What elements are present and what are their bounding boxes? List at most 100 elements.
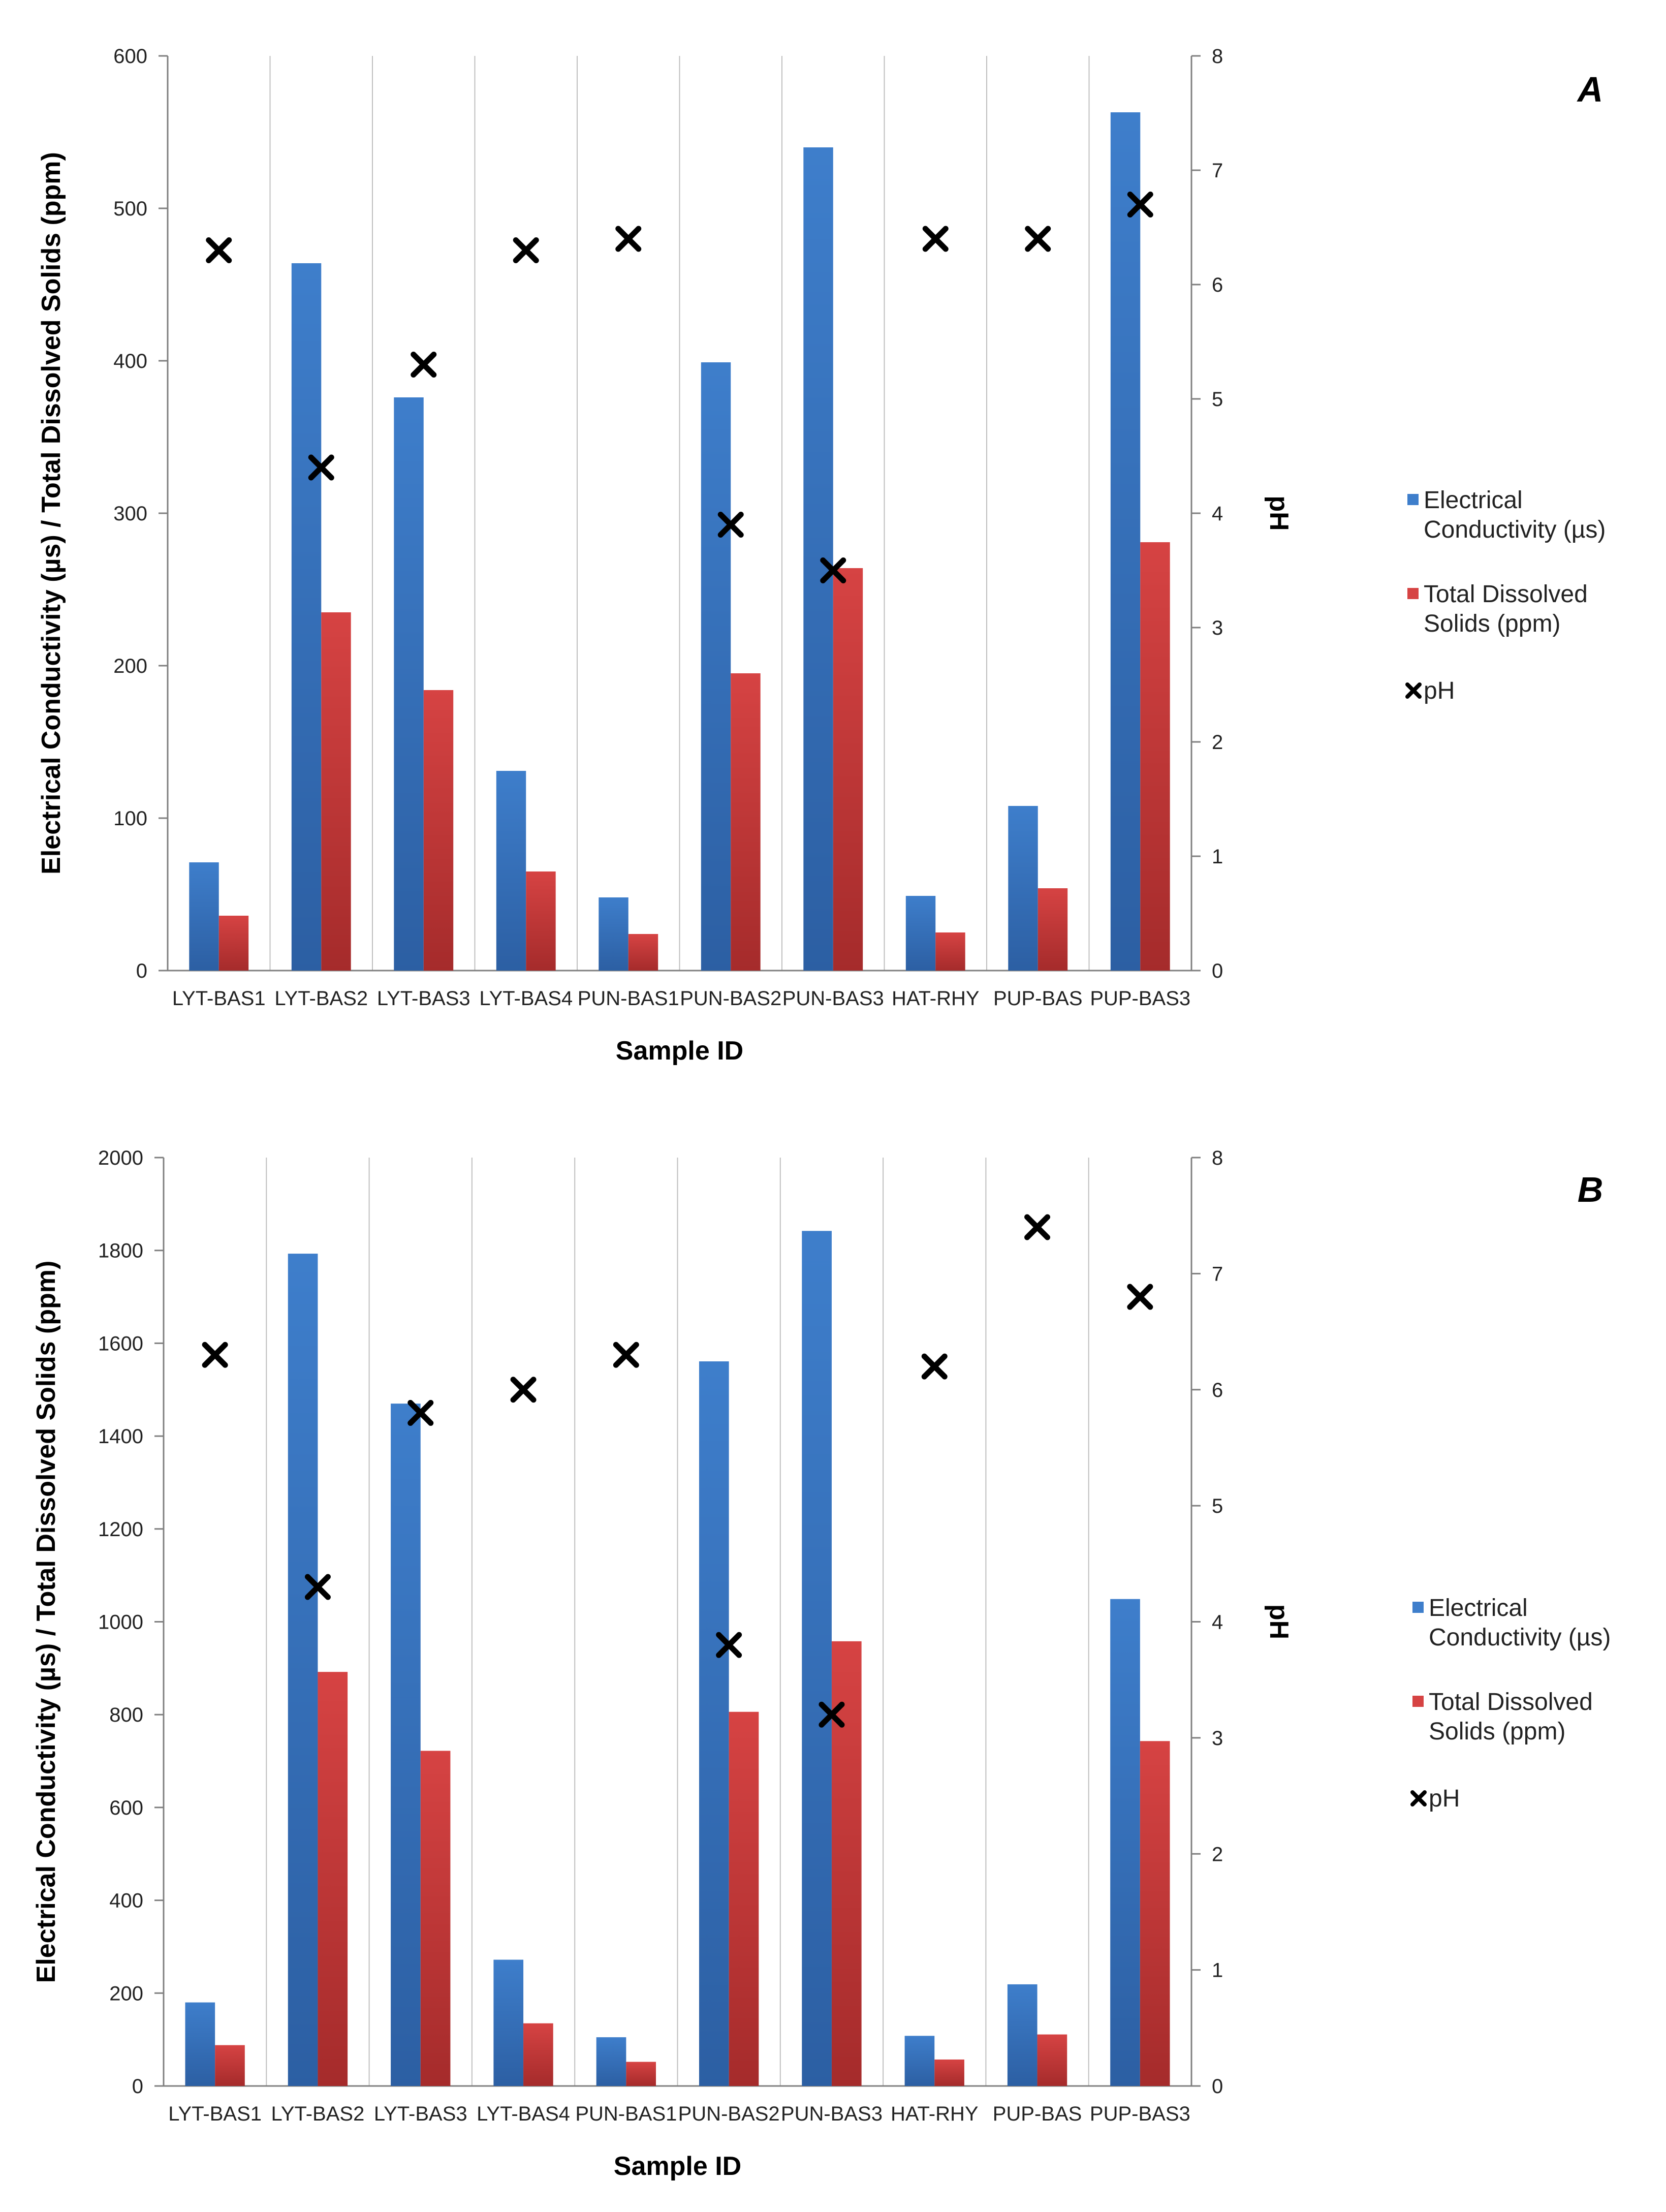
bar-total-dissolved-solids xyxy=(218,916,249,971)
x-tick-label: LYT-BAS4 xyxy=(477,2103,570,2125)
bar-electrical-conductivity xyxy=(1110,112,1141,971)
x-tick-label: PUN-BAS3 xyxy=(782,987,884,1010)
legend-label-ph: pH xyxy=(1429,1785,1460,1812)
legend-marker-ph xyxy=(1410,1790,1427,1806)
y-axis-title: Electrical Conductivity (µs) / Total Dis… xyxy=(37,152,66,875)
bar-total-dissolved-solids xyxy=(729,1711,759,2086)
ph-marker xyxy=(513,237,539,263)
y-tick-label: 800 xyxy=(109,1704,143,1726)
ph-marker xyxy=(820,557,846,583)
legend-swatch-electrical-conductivity xyxy=(1412,1602,1424,1613)
legend-label-ec-line2: Conductivity (µs) xyxy=(1424,516,1606,543)
bar-total-dissolved-solids xyxy=(1140,1741,1170,2086)
bar-electrical-conductivity xyxy=(599,897,628,971)
y2-tick-label: 1 xyxy=(1212,1959,1223,1982)
bar-electrical-conductivity xyxy=(496,771,526,971)
y2-tick-label: 4 xyxy=(1212,1611,1223,1634)
bar-electrical-conductivity xyxy=(1110,1599,1140,2086)
ph-marker xyxy=(206,237,232,263)
bar-total-dissolved-solids xyxy=(318,1672,348,2086)
ph-marker xyxy=(1127,1284,1153,1310)
ph-marker xyxy=(613,1342,639,1368)
ph-marker xyxy=(308,454,334,481)
bar-total-dissolved-solids xyxy=(831,1641,862,2086)
bar-electrical-conductivity xyxy=(291,263,322,971)
panel-b-chart: 0 200 400 600 800 1000 1200 1400 1600 1800 2000 0 1 2… xyxy=(32,1147,1611,2181)
bar-electrical-conductivity xyxy=(803,147,833,971)
y-tick-label: 0 xyxy=(136,960,147,982)
bar-total-dissolved-solids xyxy=(1140,542,1170,971)
x-tick-label: LYT-BAS2 xyxy=(274,987,368,1010)
y-tick-label: 1000 xyxy=(98,1611,143,1634)
bar-total-dissolved-solids xyxy=(215,2045,245,2086)
x-tick-label: PUN-BAS3 xyxy=(781,2103,883,2125)
y2-tick-label: 6 xyxy=(1212,1379,1223,1401)
bar-total-dissolved-solids xyxy=(731,673,761,971)
bar-electrical-conductivity xyxy=(596,2037,626,2086)
legend-label-tds-line2: Solids (ppm) xyxy=(1424,610,1560,637)
x-tick-label: PUN-BAS2 xyxy=(680,987,781,1010)
x-tick-label: LYT-BAS1 xyxy=(172,987,266,1010)
y-tick-label: 1600 xyxy=(98,1332,143,1355)
y2-tick-label: 5 xyxy=(1212,1495,1223,1517)
bar-electrical-conductivity xyxy=(394,397,424,971)
y-tick-label: 400 xyxy=(113,350,147,372)
bar-total-dissolved-solids xyxy=(420,1751,451,2086)
y2-axis-title: pH xyxy=(1264,495,1294,531)
y-tick-label: 500 xyxy=(113,198,147,220)
legend-label-ec-line2: Conductivity (µs) xyxy=(1429,1624,1611,1651)
y2-tick-label: 7 xyxy=(1212,160,1223,182)
x-tick-label: HAT-RHY xyxy=(892,987,980,1010)
ph-marker xyxy=(202,1342,228,1368)
bar-electrical-conductivity xyxy=(493,1959,524,2086)
y-tick-label: 2000 xyxy=(98,1147,143,1169)
ph-marker xyxy=(615,226,642,252)
legend-marker-ph xyxy=(1405,682,1422,699)
bar-electrical-conductivity xyxy=(185,2002,215,2086)
x-axis-title: Sample ID xyxy=(614,2152,741,2181)
bar-electrical-conductivity xyxy=(904,2036,935,2086)
ph-marker xyxy=(510,1377,537,1403)
legend-label-tds-line1: Total Dissolved xyxy=(1429,1689,1593,1716)
bar-total-dissolved-solids xyxy=(935,932,965,971)
y-tick-label: 200 xyxy=(109,1982,143,2005)
y2-tick-label: 3 xyxy=(1212,617,1223,639)
x-tick-label: LYT-BAS3 xyxy=(377,987,470,1010)
y2-tick-label: 2 xyxy=(1212,731,1223,754)
x-tick-label: LYT-BAS3 xyxy=(374,2103,467,2125)
y-tick-label: 300 xyxy=(113,503,147,525)
ph-marker xyxy=(716,1632,742,1658)
bar-total-dissolved-solids xyxy=(523,2023,553,2086)
legend-label-ec-line1: Electrical xyxy=(1429,1595,1528,1622)
x-tick-label: PUP-BAS3 xyxy=(1090,2103,1190,2125)
ph-marker xyxy=(411,352,437,378)
ph-marker xyxy=(717,512,744,538)
legend-label-ph: pH xyxy=(1424,677,1455,704)
bar-total-dissolved-solids xyxy=(626,2062,656,2086)
ph-marker xyxy=(819,1701,845,1728)
panel-label: A xyxy=(1577,70,1604,109)
x-tick-label: PUN-BAS2 xyxy=(678,2103,780,2125)
x-tick-label: LYT-BAS1 xyxy=(168,2103,262,2125)
y2-tick-label: 6 xyxy=(1212,274,1223,296)
bar-total-dissolved-solids xyxy=(934,2059,964,2086)
bar-total-dissolved-solids xyxy=(1037,2034,1067,2086)
ph-marker xyxy=(922,226,949,252)
ph-marker xyxy=(304,1574,331,1600)
legend-label-ec-line1: Electrical xyxy=(1424,487,1523,514)
legend-swatch-electrical-conductivity xyxy=(1407,494,1419,505)
ph-marker xyxy=(1025,226,1051,252)
y2-axis-title: pH xyxy=(1264,1604,1294,1639)
x-tick-label: PUN-BAS1 xyxy=(578,987,679,1010)
x-tick-label: PUP-BAS xyxy=(993,987,1083,1010)
y2-tick-label: 1 xyxy=(1212,846,1223,868)
bar-total-dissolved-solids xyxy=(423,690,454,971)
y-tick-label: 1400 xyxy=(98,1425,143,1448)
panel-a-chart: 0 100 200 300 400 500 600 0 1 2 3 4 5 6 7 8 LYT-BAS1 LYT-… xyxy=(37,45,1606,1066)
bar-total-dissolved-solids xyxy=(628,934,658,971)
x-tick-label: PUP-BAS3 xyxy=(1090,987,1190,1010)
